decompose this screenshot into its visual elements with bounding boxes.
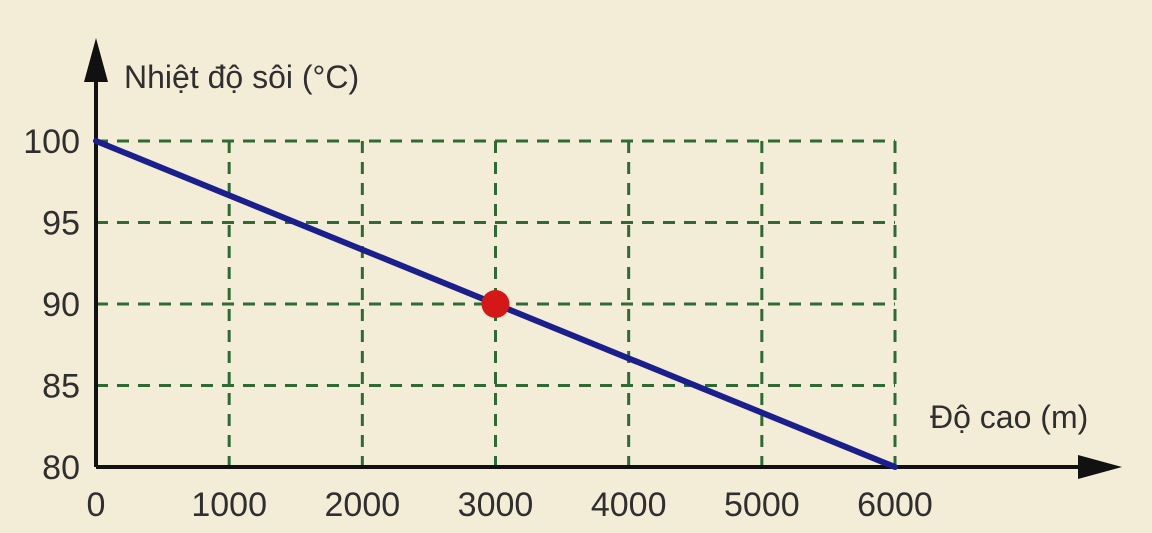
- y-tick-label: 100: [23, 123, 80, 161]
- x-tick-label: 6000: [857, 486, 933, 524]
- tick-labels: 0 1000 2000 3000 4000 5000 6000 80 85 90 95 100: [23, 123, 933, 524]
- x-tick-label: 2000: [325, 486, 401, 524]
- y-axis-title: Nhiệt độ sôi (°C): [124, 59, 359, 95]
- x-tick-label: 3000: [458, 486, 534, 524]
- y-tick-label: 95: [42, 205, 80, 243]
- highlight-point: [481, 290, 510, 318]
- x-axis-arrow: [1078, 455, 1122, 479]
- y-tick-label: 85: [42, 368, 80, 406]
- x-tick-label: 5000: [724, 486, 800, 524]
- x-tick-label: 0: [87, 486, 106, 524]
- x-tick-label: 1000: [191, 486, 267, 524]
- x-tick-label: 4000: [591, 486, 667, 524]
- y-axis-arrow: [84, 38, 108, 82]
- y-tick-label: 90: [42, 286, 80, 324]
- y-tick-label: 80: [42, 449, 80, 487]
- series-layer: [93, 138, 898, 470]
- x-axis-title: Độ cao (m): [930, 399, 1088, 435]
